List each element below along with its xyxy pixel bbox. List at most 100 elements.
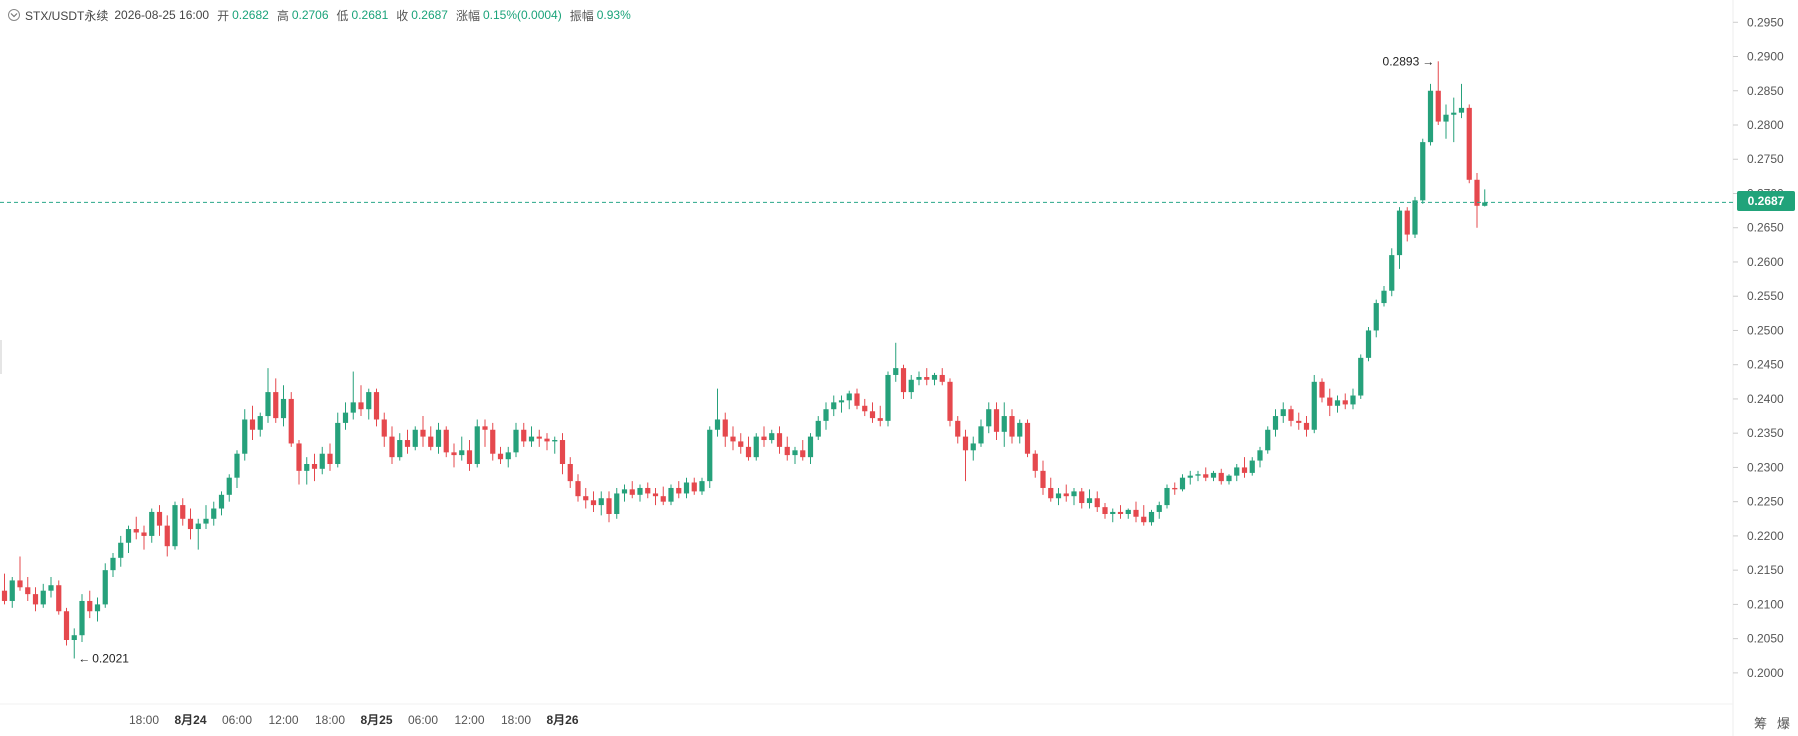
candle: [707, 426, 713, 488]
arrow-left-icon: ←: [78, 651, 90, 665]
chevron-down-circle-icon[interactable]: [8, 9, 20, 21]
candle: [1241, 457, 1248, 478]
candle-body: [776, 433, 783, 447]
candle: [1319, 378, 1325, 403]
candle: [606, 491, 612, 523]
candle-body: [1179, 477, 1186, 490]
candle-body: [397, 440, 403, 458]
candle-body: [1342, 400, 1348, 405]
candle: [552, 436, 558, 454]
time-axis[interactable]: 18:00 8月24 06:00 12:00 18:00 8月25 06:00 12:00 18…: [129, 713, 579, 727]
candle: [180, 498, 186, 526]
candle: [1164, 484, 1170, 509]
candle-body: [769, 433, 775, 441]
candle: [490, 422, 496, 461]
candle: [1210, 470, 1217, 482]
candle-body: [1327, 397, 1333, 406]
candle-body: [1365, 330, 1372, 358]
candle: [629, 481, 635, 499]
candle-body: [226, 477, 232, 495]
candle: [1, 573, 8, 605]
candle-body: [1404, 210, 1410, 235]
candle: [1443, 104, 1449, 139]
candle-body: [1443, 114, 1449, 122]
candle: [521, 422, 527, 447]
y-tick-label: 0.2600: [1747, 255, 1784, 269]
candle-body: [807, 436, 814, 458]
candle: [1203, 467, 1209, 482]
candle: [1187, 470, 1193, 485]
amplitude-value: 0.93%: [596, 8, 631, 22]
candle: [428, 426, 434, 451]
candle: [753, 433, 759, 461]
candle: [893, 342, 899, 382]
candle: [1218, 468, 1224, 485]
candle-body: [63, 611, 70, 641]
candle-body: [404, 440, 411, 447]
candle-body: [745, 446, 752, 458]
candle: [1427, 83, 1434, 146]
left-edge-handle[interactable]: [0, 340, 2, 374]
candle: [567, 457, 573, 488]
candle: [412, 426, 418, 451]
candle: [482, 419, 488, 447]
candle-body: [56, 585, 62, 612]
high-value: 0.2706: [291, 8, 329, 22]
high-price-value: 0.2893: [1383, 54, 1420, 68]
candle: [435, 422, 442, 454]
symbol-name[interactable]: STX/USDT永续: [25, 8, 109, 23]
candle: [94, 597, 101, 622]
candle-body: [1451, 112, 1457, 115]
candle: [1412, 196, 1418, 238]
candle: [1373, 299, 1379, 338]
change-value: 0.15%(0.0004): [482, 8, 562, 22]
candle-body: [691, 482, 697, 492]
candle-body: [17, 580, 23, 588]
candle-body: [908, 379, 914, 393]
candle: [1280, 402, 1286, 423]
candle: [164, 515, 170, 557]
candle-body: [738, 441, 744, 447]
candle: [118, 535, 124, 567]
y-tick-label: 0.2300: [1747, 460, 1784, 474]
candle-body: [652, 493, 659, 497]
candle-body: [1110, 511, 1116, 514]
candle: [451, 443, 457, 468]
y-tick-label: 0.2750: [1747, 152, 1784, 166]
candle: [211, 501, 217, 526]
candle-body: [931, 374, 938, 380]
candle: [854, 388, 860, 410]
candle: [1311, 374, 1317, 434]
y-tick-label: 0.2650: [1747, 221, 1784, 235]
candle-body: [1017, 422, 1023, 437]
candle-body: [1458, 107, 1465, 113]
candle: [319, 446, 325, 475]
candle: [1009, 409, 1015, 444]
candle: [769, 429, 775, 444]
candle-body: [1249, 460, 1255, 473]
candle-body: [1195, 474, 1201, 476]
candle: [203, 505, 209, 530]
candle-body: [474, 426, 480, 464]
y-tick-label: 0.2200: [1747, 529, 1784, 543]
candle-body: [792, 450, 798, 456]
candle-body: [1389, 255, 1395, 291]
candle-body: [428, 436, 434, 447]
chip-distribution-button[interactable]: 筹: [1753, 716, 1767, 731]
candle: [900, 364, 907, 399]
candle-body: [373, 392, 380, 420]
y-tick-label: 0.2350: [1747, 426, 1784, 440]
candle: [1040, 460, 1046, 495]
price-axis[interactable]: 0.2000 0.2050 0.2100 0.2150 0.2200 0.2250 0.23…: [1733, 15, 1784, 680]
candle: [1365, 327, 1372, 362]
candle-body: [273, 392, 279, 419]
liquidation-button[interactable]: 爆: [1776, 716, 1790, 731]
candle-body: [1024, 422, 1031, 454]
x-tick-label: 18:00: [315, 713, 345, 727]
candle-body: [304, 464, 310, 471]
candle: [660, 486, 666, 506]
candle: [1024, 419, 1031, 458]
candle: [172, 501, 178, 550]
